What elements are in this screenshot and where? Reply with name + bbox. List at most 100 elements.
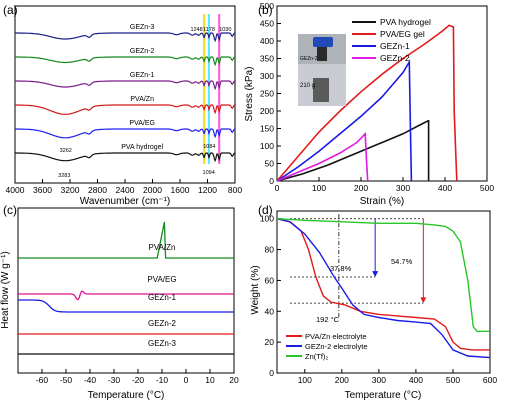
highlight-band-1 [207,14,210,164]
x-tick-label--20: -20 [132,375,145,385]
panel-b-inset-photo: GEZn-2 210 g [298,34,346,106]
y-tick-label-0: 0 [269,176,274,186]
highlight-band-0 [203,14,206,164]
dsc-line-pva-zn [18,221,234,259]
panel-a-letter: (a) [3,3,18,17]
dsc-label-gezn-1: GEZn-1 [148,293,177,302]
x-tick-label-4000: 4000 [6,185,25,195]
panel-b-ylabel: Stress (kPa) [244,66,255,121]
panel-c-xlabel: Temperature (°C) [88,390,165,401]
x-tick-label-10: 10 [205,375,215,385]
y-tick-label-400: 400 [260,36,274,46]
ftir-label-pva-eg: PVA/EG [129,120,155,127]
y-tick-label-60: 60 [265,275,275,285]
x-tick-label-200: 200 [354,183,368,193]
panel-b-letter: (b) [258,3,273,17]
ftir-annotation-1084: 1084 [203,144,215,150]
legend-label-gezn-1: GEZn-1 [380,41,410,51]
x-tick-label-1200: 1200 [198,185,217,195]
stress-line-pva-eg-gel [276,24,458,182]
panel-d-guide-lines [289,214,427,319]
y-tick-label-450: 450 [260,19,274,29]
panel-c-ylabel: Heat flow (W g⁻¹) [0,251,11,329]
panel-c-dsc: (c) -60 -50 -40 -30 -20 -10 0 10 20 PVA/Zn PVA/EG… [0,203,239,401]
stress-line-pva-hydrogel [276,120,430,182]
ftir-label-pva-zn: PVA/Zn [130,96,154,103]
panel-c-series-labels: PVA/Zn PVA/EG GEZn-1 GEZn-2 GEZn-3 [147,243,176,348]
panel-d-letter: (d) [258,203,273,217]
x-tick-label-0: 0 [184,375,189,385]
panel-c-series [18,221,234,355]
stress-line-gezn-1 [276,59,413,182]
arrow-37-8-head [372,271,379,278]
ftir-label-gezn-3: GEZn-3 [130,24,155,31]
dsc-line-pva-eg [18,290,234,301]
dsc-label-pva-zn: PVA/Zn [149,243,176,252]
y-tick-label-50: 50 [265,159,275,169]
dsc-label-pva-eg: PVA/EG [147,275,176,284]
panel-d-frame [276,210,491,374]
y-tick-label-0: 0 [269,368,274,378]
panel-a-ftir: (a) GEZn-3 GEZn-2 GEZn-1 PVA/Zn PVA/EG PVA hy… [3,3,242,207]
x-tick-label--10: -10 [156,375,169,385]
x-tick-label-600: 600 [483,375,497,385]
dsc-line-gezn-1 [18,299,234,313]
legend-label-zn-tf: Zn(Tf)₂ [305,352,328,361]
annotation-37-8: 37.8% [330,264,352,273]
y-tick-label-300: 300 [260,71,274,81]
x-tick-label--40: -40 [84,375,97,385]
panel-d-ticks: 100 200 300 400 500 600 0 20 40 60 80 100 [260,214,498,385]
ftir-annotation-1248: 1248 [190,27,202,33]
ftir-label-pva-hydrogel: PVA hydrogel [121,144,163,151]
ftir-label-gezn-2: GEZn-2 [130,48,155,55]
panel-c-letter: (c) [3,203,17,217]
y-tick-label-100: 100 [260,214,274,224]
ftir-annotation-1178: 1178 [203,27,215,33]
legend-label-pva-hydrogel: PVA hydrogel [380,17,431,27]
dsc-label-gezn-2: GEZn-2 [148,319,177,328]
x-tick-label-100: 100 [312,183,326,193]
x-tick-label-500: 500 [446,375,460,385]
x-tick-label-300: 300 [396,183,410,193]
tga-line-gezn-2-electrolyte [276,218,491,359]
ftir-annotation-3283: 3283 [58,173,70,179]
annotation-192c: 192 °C [316,315,340,324]
ftir-annotation-1094: 1094 [203,170,215,176]
legend-label-gezn-2-electrolyte: GEZn-2 electrolyte [305,342,368,351]
panel-a-series [15,32,236,163]
x-tick-label--30: -30 [108,375,121,385]
x-tick-label-500: 500 [480,183,494,193]
x-tick-label--50: -50 [60,375,73,385]
x-tick-label-800: 800 [228,185,242,195]
y-tick-label-500: 500 [260,1,274,11]
annotation-54-7: 54.7% [391,257,413,266]
ftir-line-gezn-2 [15,56,236,67]
ftir-annotation-1030: 1030 [219,27,231,33]
x-tick-label-1600: 1600 [171,185,190,195]
x-tick-label-2000: 2000 [143,185,162,195]
x-tick-label-3200: 3200 [61,185,80,195]
legend-label-pva-zn-electrolyte: PVA/Zn electrolyte [305,332,367,341]
panel-d-xlabel: Temperature (°C) [345,390,422,401]
inset-clamp-icon [313,37,333,47]
ftir-line-pva-hydrogel [15,152,236,163]
panel-c-x-ticks: -60 -50 -40 -30 -20 -10 0 10 20 [36,369,239,385]
x-tick-label--60: -60 [36,375,49,385]
x-tick-label-200: 200 [335,375,349,385]
x-tick-label-400: 400 [409,375,423,385]
ftir-line-pva-eg [15,128,236,139]
ftir-line-gezn-1 [15,80,236,91]
y-tick-label-100: 100 [260,141,274,151]
y-tick-label-150: 150 [260,124,274,134]
panel-b-xlabel: Strain (%) [360,196,404,207]
x-tick-label-400: 400 [438,183,452,193]
panel-b-ticks: 0 100 200 300 400 500 0 50 100 150 200 250 300 350 400… [260,1,495,193]
panel-d-ylabel: Weight (%) [250,265,261,314]
panel-b-series [276,24,458,182]
panel-a-highlight-bands [203,14,221,164]
y-tick-label-80: 80 [265,245,275,255]
panel-a-x-ticks: 4000 3600 3200 2800 2400 2000 1600 1200 800 [6,179,242,195]
panel-a-series-labels: GEZn-3 GEZn-2 GEZn-1 PVA/Zn PVA/EG PVA hydrog… [121,24,163,151]
y-tick-label-40: 40 [265,306,275,316]
